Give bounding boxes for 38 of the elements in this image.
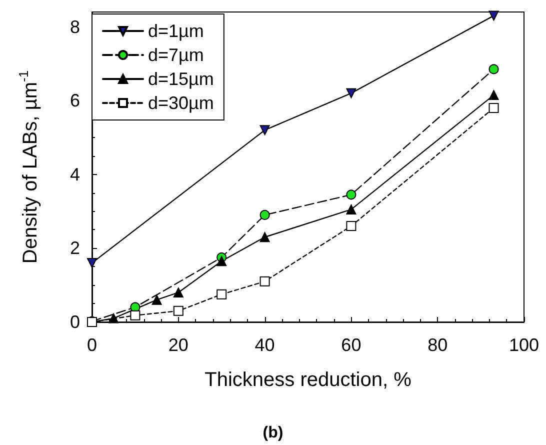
x-tick-label: 20 [168, 335, 188, 355]
x-tick-label: 100 [508, 335, 540, 355]
legend-label: d=7µm [148, 45, 204, 65]
point [260, 276, 270, 286]
legend-label: d=1µm [148, 21, 204, 41]
point [108, 313, 119, 324]
x-axis-title: Thickness reduction, % [204, 369, 412, 391]
y-tick-label: 8 [70, 16, 80, 37]
x-tick-label: 0 [86, 335, 98, 355]
point [173, 287, 184, 298]
point [216, 289, 227, 300]
point [173, 306, 184, 316]
legend-label: d=15µm [148, 69, 214, 89]
point [346, 88, 356, 98]
y-tick-label: 0 [70, 312, 80, 332]
point [87, 258, 97, 268]
point [260, 210, 270, 220]
point [346, 204, 356, 214]
point [488, 90, 499, 100]
point [260, 125, 270, 136]
point [488, 102, 499, 113]
y-tick-label: 4 [70, 164, 80, 184]
x-tick-label: 60 [341, 335, 362, 355]
point [152, 294, 162, 305]
x-tick-label: 80 [428, 335, 448, 355]
y-axis-title: Density of LABs, µm-1 [16, 70, 42, 264]
point [260, 232, 270, 242]
point [130, 310, 140, 320]
point [488, 10, 499, 21]
point [346, 190, 356, 200]
y-tick-label: 2 [70, 238, 80, 258]
point [216, 256, 227, 266]
text: (b) [262, 424, 284, 442]
legend-label: d=30µm [148, 93, 214, 113]
point [346, 221, 356, 232]
point [488, 64, 499, 74]
x-tick-label: 40 [254, 335, 275, 355]
y-tick-label: 6 [70, 90, 80, 111]
